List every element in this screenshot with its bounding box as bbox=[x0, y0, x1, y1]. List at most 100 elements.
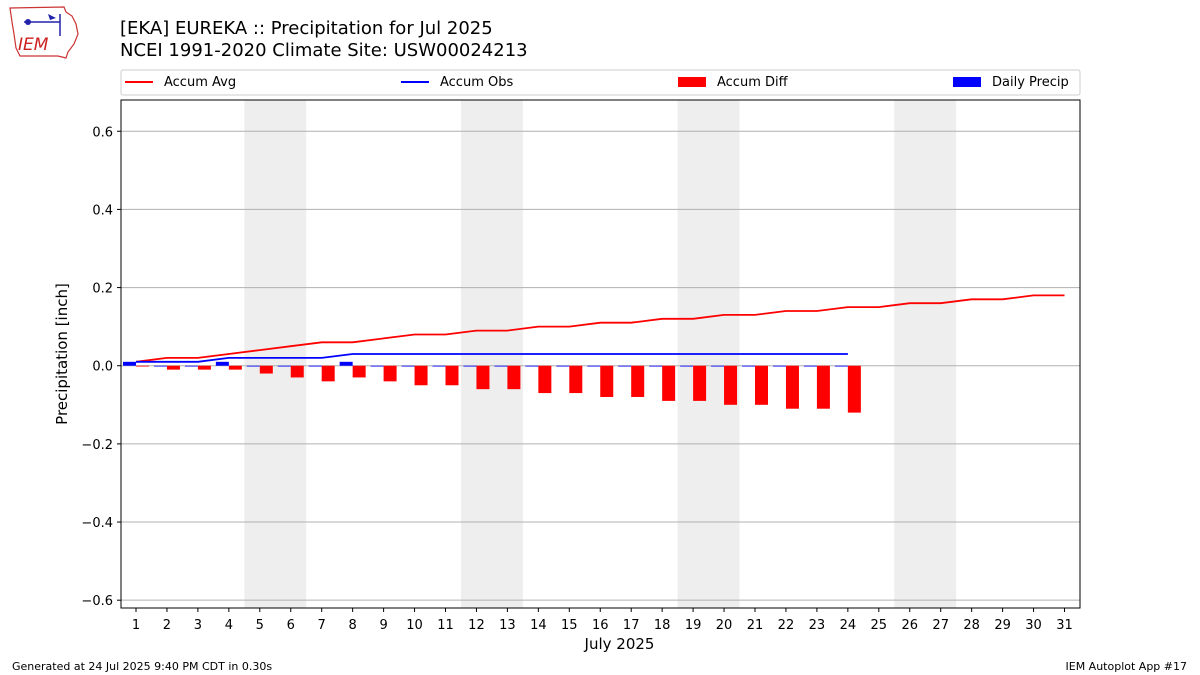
chart-title: [EKA] EUREKA :: Precipitation for Jul 20… bbox=[120, 18, 493, 39]
diff-bar bbox=[445, 365, 459, 386]
diff-bar bbox=[507, 365, 521, 390]
legend-label: Accum Diff bbox=[717, 75, 789, 90]
diff-bar bbox=[600, 365, 614, 397]
daily-bar bbox=[649, 365, 663, 367]
x-tick-label: 6 bbox=[287, 618, 295, 633]
daily-bar bbox=[772, 365, 786, 367]
x-tick-label: 10 bbox=[406, 618, 423, 633]
diff-bar bbox=[816, 365, 830, 409]
y-tick-label: 0.6 bbox=[92, 125, 113, 140]
diff-bar bbox=[197, 365, 211, 370]
daily-bar bbox=[370, 365, 384, 367]
x-tick-label: 21 bbox=[747, 618, 764, 633]
legend-accum-obs: Accum Obs bbox=[401, 75, 513, 90]
daily-bar bbox=[123, 361, 136, 366]
chart-subtitle: NCEI 1991-2020 Climate Site: USW00024213 bbox=[120, 40, 528, 61]
diff-bar bbox=[693, 365, 707, 401]
legend-swatch bbox=[953, 77, 981, 87]
x-tick-label: 5 bbox=[256, 618, 264, 633]
daily-bar bbox=[308, 365, 322, 367]
x-tick-label: 11 bbox=[437, 618, 454, 633]
x-tick-label: 9 bbox=[379, 618, 387, 633]
x-tick-label: 20 bbox=[716, 618, 733, 633]
daily-bar bbox=[711, 365, 725, 367]
x-tick-label: 4 bbox=[225, 618, 233, 633]
daily-bar bbox=[525, 365, 539, 367]
daily-bar bbox=[463, 365, 477, 367]
x-tick-label: 12 bbox=[468, 618, 485, 633]
diff-bar bbox=[383, 365, 397, 382]
daily-bar bbox=[432, 365, 446, 367]
legend-label: Accum Avg bbox=[164, 75, 236, 90]
diff-bar bbox=[476, 365, 490, 390]
diff-bar bbox=[662, 365, 676, 401]
y-tick-label: 0.2 bbox=[92, 282, 113, 297]
diff-bar bbox=[290, 365, 304, 378]
weekend-shade bbox=[894, 100, 957, 608]
x-tick-label: 23 bbox=[809, 618, 826, 633]
diff-bar bbox=[538, 365, 552, 394]
x-tick-label: 18 bbox=[654, 618, 671, 633]
x-tick-label: 31 bbox=[1056, 618, 1073, 633]
daily-bar bbox=[401, 365, 415, 367]
diff-bar bbox=[414, 365, 428, 386]
daily-bar bbox=[246, 365, 260, 367]
legend-daily-precip: Daily Precip bbox=[953, 75, 1069, 90]
daily-bar bbox=[184, 365, 198, 367]
diff-bar bbox=[785, 365, 799, 409]
x-tick-label: 28 bbox=[963, 618, 980, 633]
daily-bar bbox=[742, 365, 755, 367]
y-tick-label: 0.4 bbox=[92, 203, 113, 218]
app-credit: IEM Autoplot App #17 bbox=[1065, 660, 1188, 673]
diff-bar bbox=[136, 365, 149, 367]
daily-bar bbox=[153, 365, 167, 367]
x-tick-label: 22 bbox=[778, 618, 795, 633]
x-tick-label: 26 bbox=[901, 618, 918, 633]
legend-label: Daily Precip bbox=[992, 75, 1069, 90]
x-tick-label: 16 bbox=[592, 618, 609, 633]
legend-swatch bbox=[678, 77, 706, 87]
x-tick-label: 14 bbox=[530, 618, 547, 633]
x-tick-label: 7 bbox=[318, 618, 326, 633]
legend-label: Accum Obs bbox=[440, 75, 513, 90]
daily-bar bbox=[587, 365, 601, 367]
x-tick-label: 17 bbox=[623, 618, 640, 633]
x-tick-label: 19 bbox=[685, 618, 702, 633]
daily-bar bbox=[494, 365, 508, 367]
legend: Accum Avg Accum Obs Accum Diff Daily Precip bbox=[120, 69, 1081, 96]
legend-accum-avg: Accum Avg bbox=[125, 75, 236, 90]
diff-bar bbox=[847, 365, 861, 413]
accum-obs-line bbox=[136, 353, 848, 363]
legend-box bbox=[120, 69, 1081, 96]
diff-bar bbox=[228, 365, 242, 370]
generated-note: Generated at 24 Jul 2025 9:40 PM CDT in … bbox=[12, 660, 273, 673]
x-tick-label: 15 bbox=[561, 618, 578, 633]
daily-bar bbox=[680, 365, 694, 367]
x-axis-label: July 2025 bbox=[584, 635, 655, 653]
y-tick-label: −0.4 bbox=[81, 516, 113, 531]
diff-bar bbox=[321, 365, 335, 382]
x-tick-label: 2 bbox=[163, 618, 171, 633]
diff-bar bbox=[569, 365, 583, 394]
daily-bar bbox=[215, 361, 229, 366]
y-tick-label: 0.0 bbox=[92, 360, 113, 375]
x-tick-label: 29 bbox=[994, 618, 1011, 633]
daily-bar bbox=[618, 365, 632, 367]
diff-bar bbox=[755, 365, 768, 405]
daily-bar bbox=[803, 365, 817, 367]
x-tick-label: 27 bbox=[932, 618, 949, 633]
y-tick-label: −0.2 bbox=[81, 438, 113, 453]
diff-bar bbox=[631, 365, 645, 397]
x-tick-label: 8 bbox=[349, 618, 357, 633]
weekend-shade bbox=[244, 100, 307, 608]
daily-bar bbox=[339, 361, 353, 366]
logo-text: IEM bbox=[18, 35, 49, 55]
daily-bar bbox=[277, 365, 291, 367]
x-tick-label: 13 bbox=[499, 618, 516, 633]
x-tick-label: 30 bbox=[1025, 618, 1042, 633]
diff-bar bbox=[724, 365, 738, 405]
diff-bar bbox=[166, 365, 180, 370]
diff-bar bbox=[259, 365, 273, 374]
x-tick-label: 1 bbox=[132, 618, 140, 633]
